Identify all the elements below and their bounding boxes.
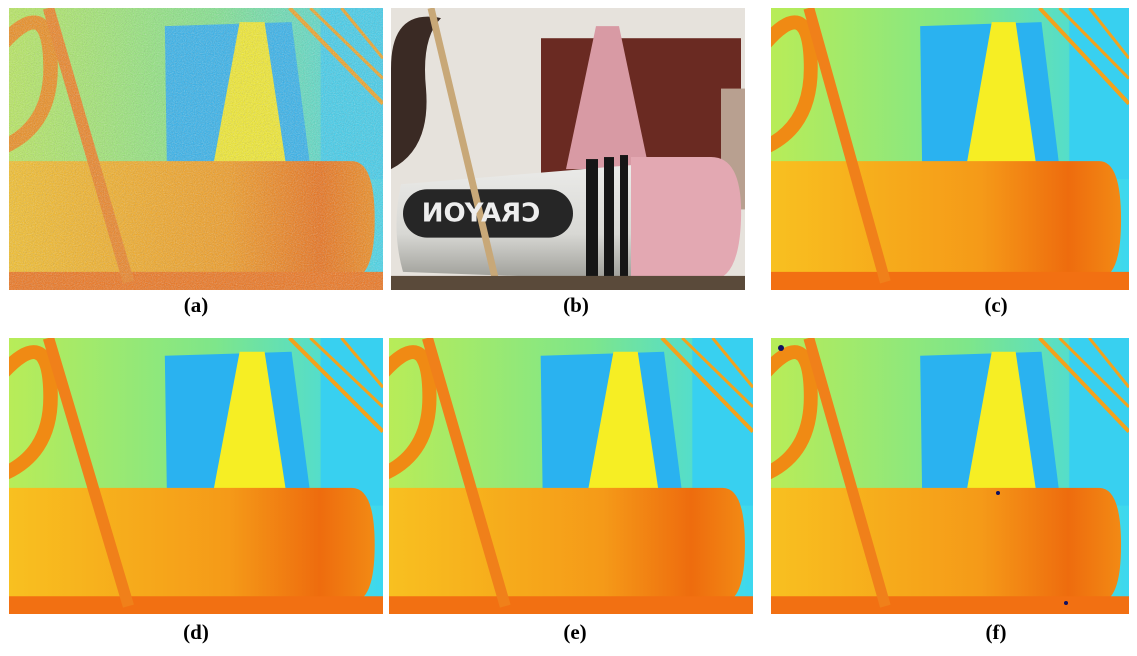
panel-e: (e) [379, 338, 753, 644]
depth-image [379, 338, 753, 614]
error-pixel [778, 345, 784, 351]
panel-label: (b) [563, 293, 589, 317]
noise-overlay [9, 8, 383, 290]
error-pixel [996, 491, 1000, 495]
page: (a) CRAYON (b) (c) (d) (e) (f) (() => { … [0, 0, 1137, 651]
depth-image [761, 338, 1129, 614]
error-pixel [1064, 601, 1068, 605]
panel-c: (c) [761, 8, 1129, 317]
figure: (a) CRAYON (b) (c) (d) (e) (f) [0, 0, 1137, 651]
panel-label: (c) [984, 293, 1007, 317]
panel-label: (d) [183, 620, 209, 644]
crayon-text: CRAYON [422, 199, 541, 229]
panel-d: (d) [0, 338, 383, 644]
photo-image [391, 8, 745, 290]
panel-b: CRAYON (b) [391, 8, 745, 317]
panel-label: (a) [184, 293, 209, 317]
depth-image [0, 338, 383, 614]
panel-label: (e) [563, 620, 586, 644]
panel-f: (f) [761, 338, 1129, 644]
panel-a: (a) [0, 8, 383, 317]
panel-label: (f) [986, 620, 1007, 644]
depth-image [761, 8, 1129, 290]
